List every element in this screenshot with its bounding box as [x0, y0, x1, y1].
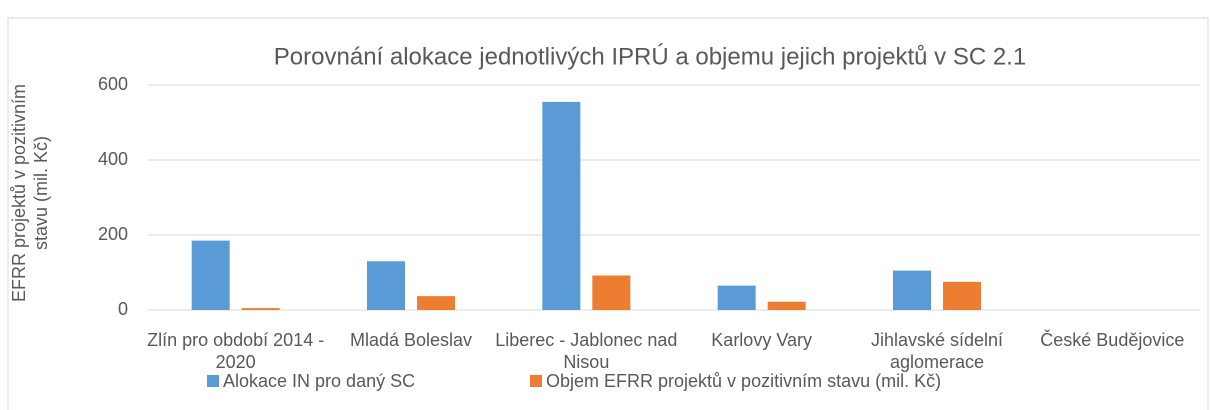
x-tick-label: Liberec - Jablonec nad Nisou	[495, 330, 678, 372]
bar	[943, 281, 981, 310]
x-tick-label: Mladá Boleslav	[349, 330, 473, 350]
y-axis-label: EFRR projektů v pozitivním stavu (mil. K…	[9, 83, 51, 303]
x-tick-label: Zlín pro období 2014 - 2020	[147, 330, 325, 372]
bar	[717, 285, 756, 310]
x-tick-label: Karlovy Vary	[711, 330, 812, 350]
bar	[767, 301, 806, 310]
bar	[191, 240, 230, 310]
bar	[893, 270, 931, 310]
legend-swatch	[207, 375, 219, 387]
legend-label: Alokace IN pro daný SC	[223, 371, 415, 391]
chart-title: Porovnání alokace jednotlivých IPRÚ a ob…	[274, 43, 1026, 70]
y-tick-label: 0	[118, 299, 128, 319]
bar	[592, 275, 631, 310]
y-tick-label: 600	[98, 74, 128, 94]
legend-label: Objem EFRR projektů v pozitivním stavu (…	[546, 371, 941, 391]
bar	[367, 261, 405, 310]
y-tick-label: 200	[98, 224, 128, 244]
legend-swatch	[530, 375, 542, 387]
x-tick-label: Jihlavské sídelní aglomerace	[870, 330, 1004, 372]
bar	[417, 296, 455, 310]
y-tick-label: 400	[98, 149, 128, 169]
bar	[241, 308, 280, 310]
x-tick-label: České Budějovice	[1040, 330, 1185, 350]
bar	[542, 101, 581, 310]
chart-border	[7, 17, 1209, 410]
